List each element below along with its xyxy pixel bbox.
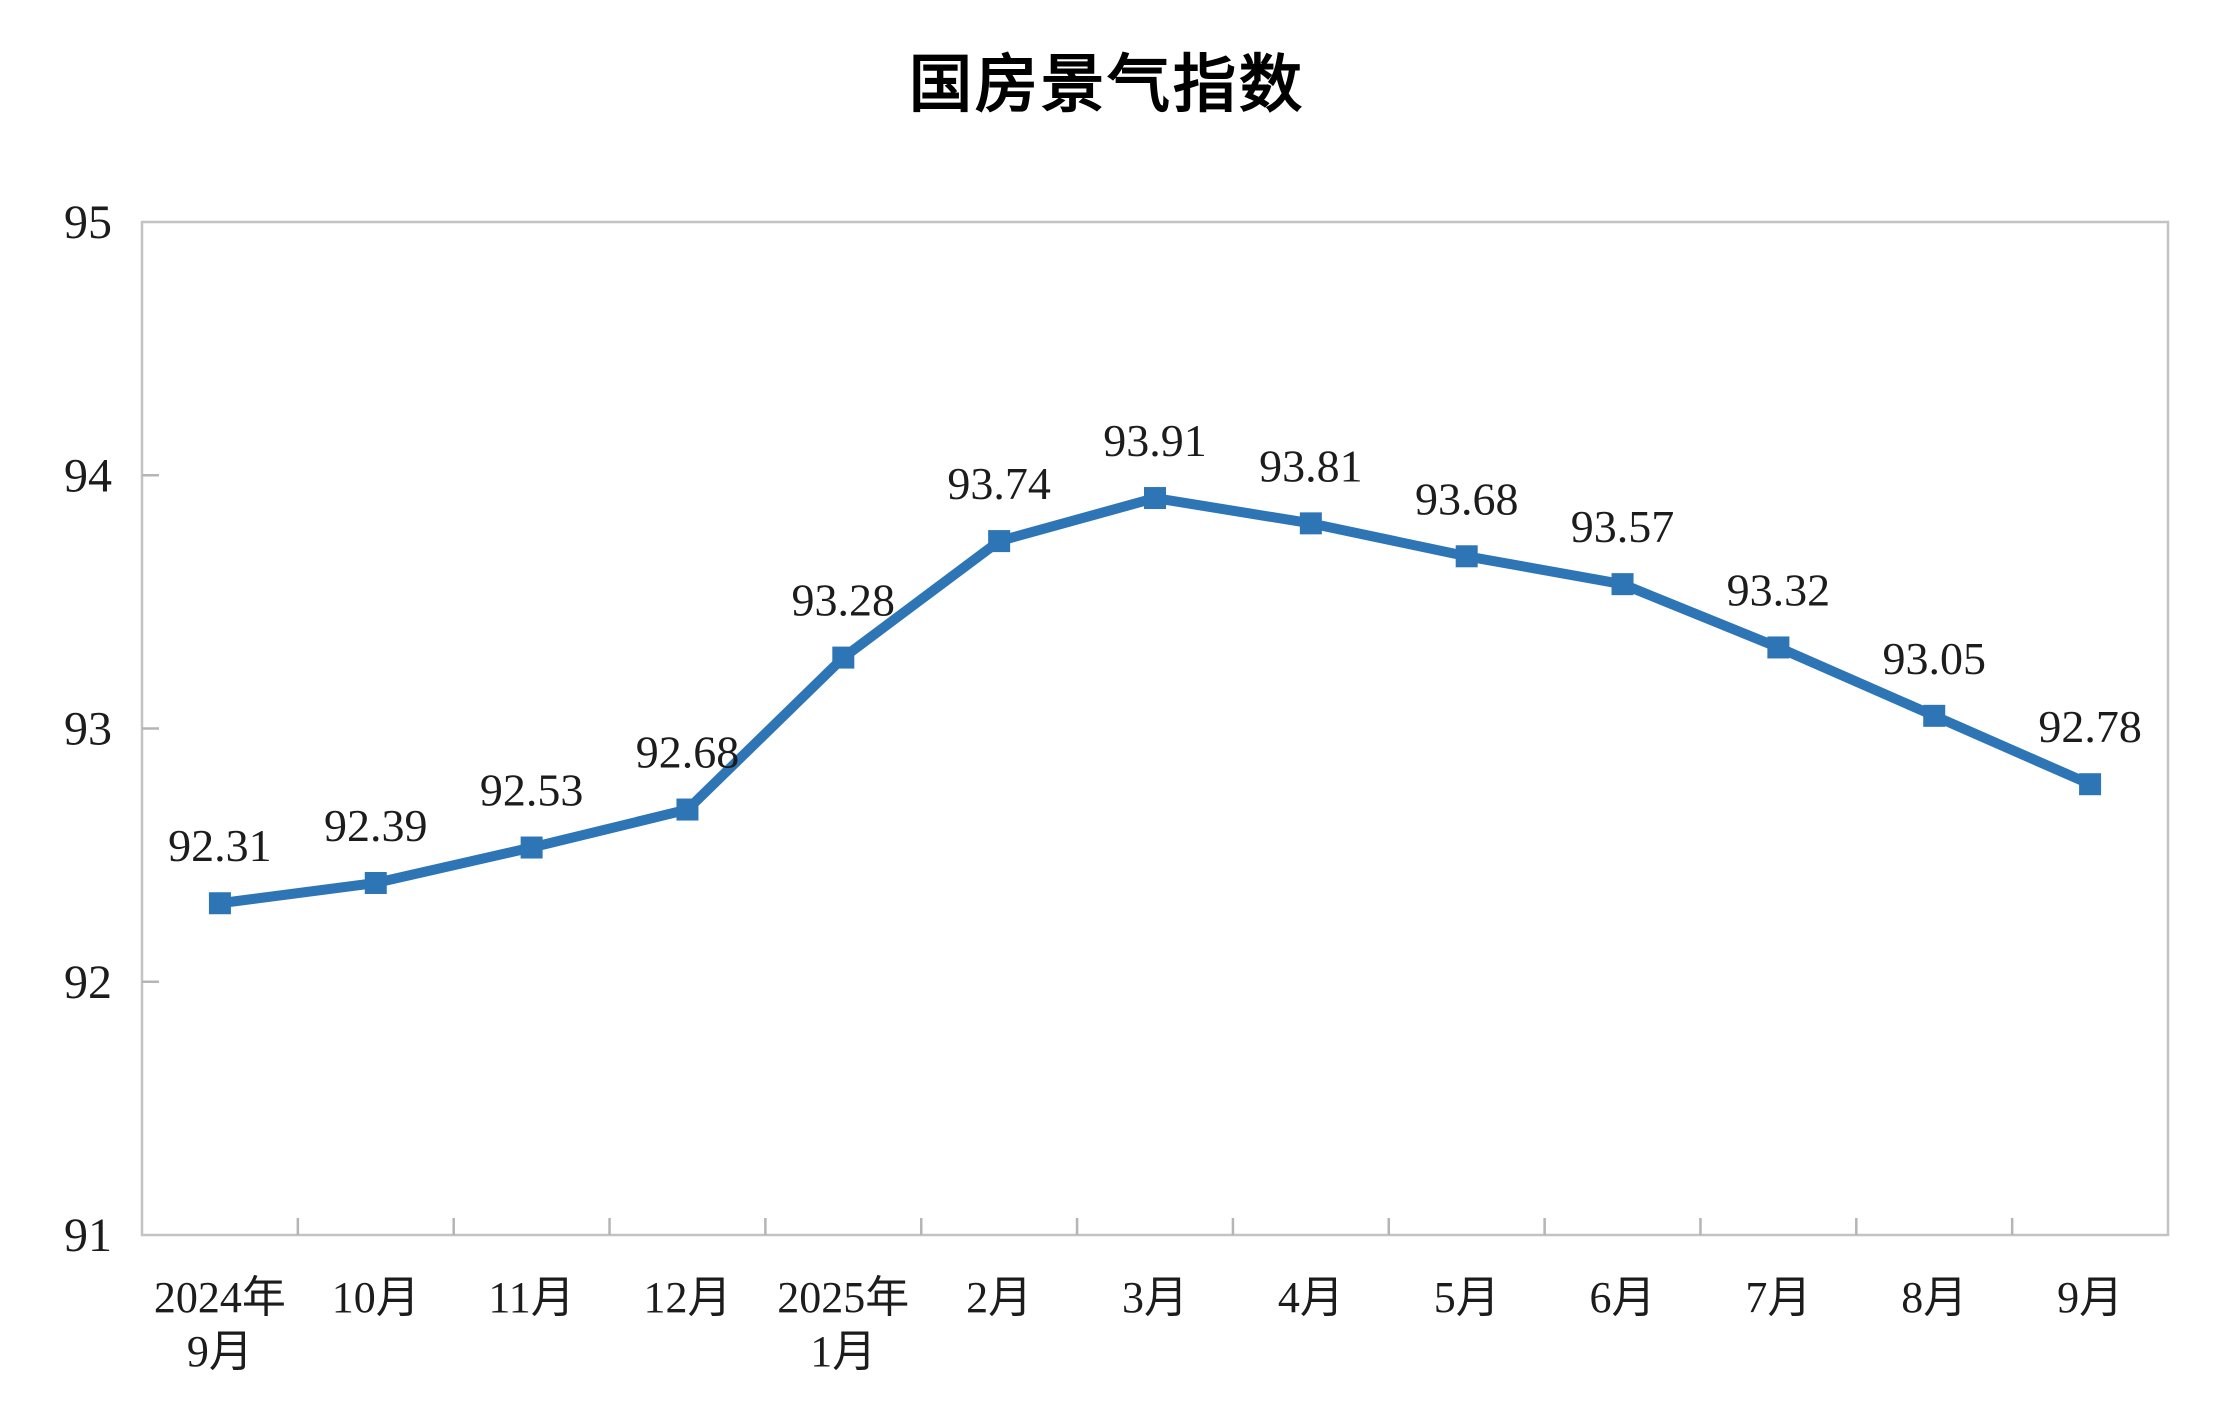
y-axis-ticks <box>142 474 159 983</box>
data-point-marker <box>1455 545 1478 568</box>
x-tick-label: 7月 <box>1745 1273 1811 1322</box>
data-point-marker <box>1611 573 1634 596</box>
x-tick-label: 2025年 <box>777 1273 909 1322</box>
y-tick-label: 95 <box>64 196 112 249</box>
x-tick-label: 1月 <box>810 1327 876 1376</box>
data-point-marker <box>2079 773 2102 796</box>
data-label: 92.78 <box>2038 701 2142 752</box>
y-tick-label: 91 <box>64 1209 112 1262</box>
x-tick-label: 2月 <box>966 1273 1032 1322</box>
y-axis-labels: 91 92 93 94 95 <box>64 196 112 1262</box>
x-tick-label: 10月 <box>332 1273 420 1322</box>
data-point-marker <box>1144 487 1166 510</box>
series-data-labels: 92.31 92.39 92.53 92.68 93.28 93.74 93.91 93.81… <box>168 415 2142 871</box>
data-label: 93.68 <box>1415 473 1519 524</box>
x-tick-label: 8月 <box>1901 1273 1967 1322</box>
data-label: 93.32 <box>1727 564 1831 615</box>
data-point-marker <box>676 798 699 821</box>
data-point-marker <box>520 836 543 859</box>
data-label: 92.68 <box>636 727 740 778</box>
data-point-marker <box>1299 512 1322 535</box>
x-tick-label: 11月 <box>488 1273 574 1322</box>
x-axis-labels: 2024年 9月 10月 11月 12月 2025年 1月 2月 3月 4月 5月 6月 7月 8月 9月 <box>154 1273 2123 1376</box>
x-tick-label: 9月 <box>2057 1273 2123 1322</box>
data-label: 93.81 <box>1259 440 1363 491</box>
y-tick-label: 93 <box>64 703 112 756</box>
data-label: 92.53 <box>480 765 584 816</box>
data-label: 93.05 <box>1882 633 1986 684</box>
x-tick-label: 12月 <box>643 1273 731 1322</box>
x-axis-ticks <box>296 1218 2014 1235</box>
x-tick-label: 2024年 <box>154 1273 286 1322</box>
series-markers <box>208 487 2102 915</box>
data-point-marker <box>208 892 231 915</box>
data-label: 92.39 <box>324 800 428 851</box>
data-point-marker <box>832 646 855 669</box>
data-label: 92.31 <box>168 820 272 871</box>
x-tick-label: 3月 <box>1122 1273 1188 1322</box>
data-label: 93.91 <box>1103 415 1207 466</box>
data-point-marker <box>988 530 1011 553</box>
data-label: 93.74 <box>947 458 1051 509</box>
x-tick-label: 4月 <box>1278 1273 1344 1322</box>
data-point-marker <box>1923 704 1946 727</box>
data-label: 93.28 <box>792 575 896 626</box>
x-tick-label: 9月 <box>187 1327 253 1376</box>
data-label: 93.57 <box>1571 501 1675 552</box>
y-tick-label: 92 <box>64 956 112 1009</box>
x-tick-label: 5月 <box>1434 1273 1500 1322</box>
data-point-marker <box>1767 636 1790 659</box>
plot-frame <box>140 220 2170 1237</box>
y-tick-label: 94 <box>64 449 112 502</box>
chart-title: 国房景气指数 <box>909 50 1305 120</box>
series-line <box>219 493 2093 909</box>
x-tick-label: 6月 <box>1590 1273 1656 1322</box>
data-point-marker <box>364 871 387 894</box>
